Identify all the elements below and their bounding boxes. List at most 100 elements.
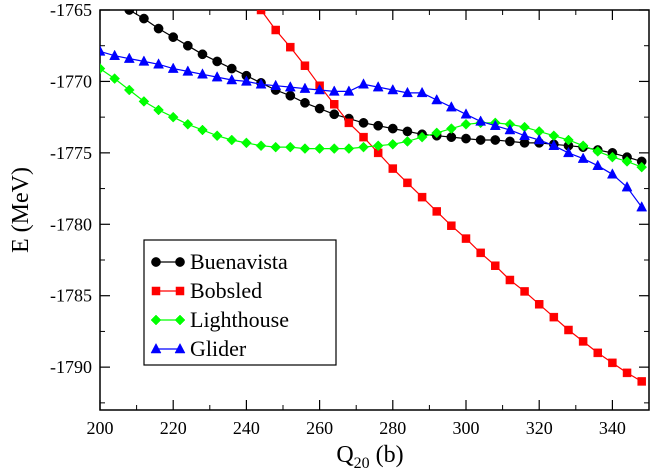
data-point [402, 86, 413, 98]
data-point [373, 120, 384, 131]
data-point [211, 71, 223, 82]
legend-marker [150, 314, 162, 326]
y-tick-label: -1770 [50, 71, 92, 91]
data-point [123, 84, 135, 96]
data-point [402, 126, 413, 137]
data-point [446, 123, 457, 134]
data-point [314, 83, 326, 95]
legend-marker [150, 342, 162, 354]
data-point [314, 103, 325, 114]
x-axis-title-unit: (b) [370, 442, 404, 468]
y-tick-label: -1780 [50, 214, 92, 234]
plot-area [100, 10, 648, 386]
data-point [212, 56, 222, 67]
data-point [563, 134, 574, 146]
data-point [491, 261, 500, 270]
data-point [285, 90, 296, 101]
y-axis-title: E (MeV) [8, 167, 34, 253]
data-point [255, 140, 267, 152]
data-point [461, 133, 471, 144]
data-point [592, 159, 604, 170]
data-point [417, 192, 427, 202]
data-point [564, 325, 573, 335]
x-tick-label: 280 [379, 418, 406, 438]
data-point [153, 104, 164, 116]
data-point [300, 61, 310, 70]
data-point [387, 83, 399, 95]
x-tick-label: 300 [453, 418, 480, 438]
data-point [182, 65, 194, 76]
data-point [637, 377, 646, 386]
x-axis-title: Q20 (b) [336, 442, 403, 471]
y-tick-label: -1775 [50, 143, 92, 163]
data-point [548, 130, 560, 142]
data-point [549, 312, 559, 322]
data-point [622, 368, 632, 378]
data-point [139, 13, 149, 24]
data-point [271, 25, 280, 35]
axis-tick-labels: 200 220 240 260 280 300 320 340 -1765 -1770 -1775 -… [50, 0, 626, 438]
data-point [123, 52, 135, 63]
legend-entry-lighthouse: Lighthouse [150, 307, 289, 332]
data-point [403, 178, 412, 188]
x-tick-label: 240 [233, 418, 260, 438]
data-point [109, 49, 121, 60]
data-point [358, 78, 369, 89]
data-point [284, 141, 296, 153]
data-point [577, 140, 589, 152]
data-point [138, 96, 150, 107]
data-point [520, 287, 529, 296]
legend-entry-bobsled: Bobsled [151, 278, 262, 303]
data-point [578, 337, 588, 346]
legend-entry-buenavista: Buenavista [151, 249, 288, 274]
data-point [226, 134, 238, 146]
data-point [431, 127, 443, 139]
data-point [270, 79, 282, 90]
data-point [504, 123, 516, 135]
data-point [153, 23, 164, 34]
data-point [100, 45, 106, 56]
data-point [447, 221, 456, 230]
legend-entry-glider: Glider [150, 336, 247, 361]
legend-marker [174, 314, 186, 326]
data-point [621, 181, 633, 192]
data-point [461, 234, 471, 243]
data-point [475, 115, 487, 126]
data-point [372, 140, 384, 152]
legend: Buenavista Bobsled Lighthouse Glider [143, 239, 337, 366]
data-point [489, 119, 501, 130]
data-point [402, 136, 413, 147]
x-axis-title-main: Q [336, 442, 353, 468]
legend-label: Bobsled [190, 278, 262, 303]
x-tick-label: 320 [526, 418, 553, 438]
x-axis-title-subscript: 20 [354, 455, 370, 471]
data-point [255, 78, 267, 89]
data-point [197, 124, 208, 136]
data-point [505, 136, 515, 147]
data-point [270, 141, 282, 153]
data-point [314, 143, 325, 154]
data-point [197, 68, 208, 79]
legend-marker [151, 286, 161, 296]
data-point [548, 139, 560, 150]
data-point [608, 358, 617, 368]
data-point [387, 123, 398, 134]
data-point [593, 348, 603, 358]
data-point [460, 118, 472, 130]
data-point [607, 151, 618, 163]
data-point [182, 118, 194, 130]
data-point [299, 82, 311, 93]
data-point [343, 85, 355, 96]
x-tick-label: 200 [87, 418, 114, 438]
data-point [577, 152, 589, 163]
data-point [226, 73, 238, 85]
data-point [100, 63, 106, 74]
data-point [284, 81, 296, 92]
data-point [167, 62, 179, 73]
x-tick-label: 340 [599, 418, 626, 438]
x-tick-label: 260 [306, 418, 333, 438]
data-point [431, 93, 443, 105]
data-point [636, 161, 648, 173]
legend-marker [175, 257, 185, 267]
data-point [241, 137, 252, 149]
